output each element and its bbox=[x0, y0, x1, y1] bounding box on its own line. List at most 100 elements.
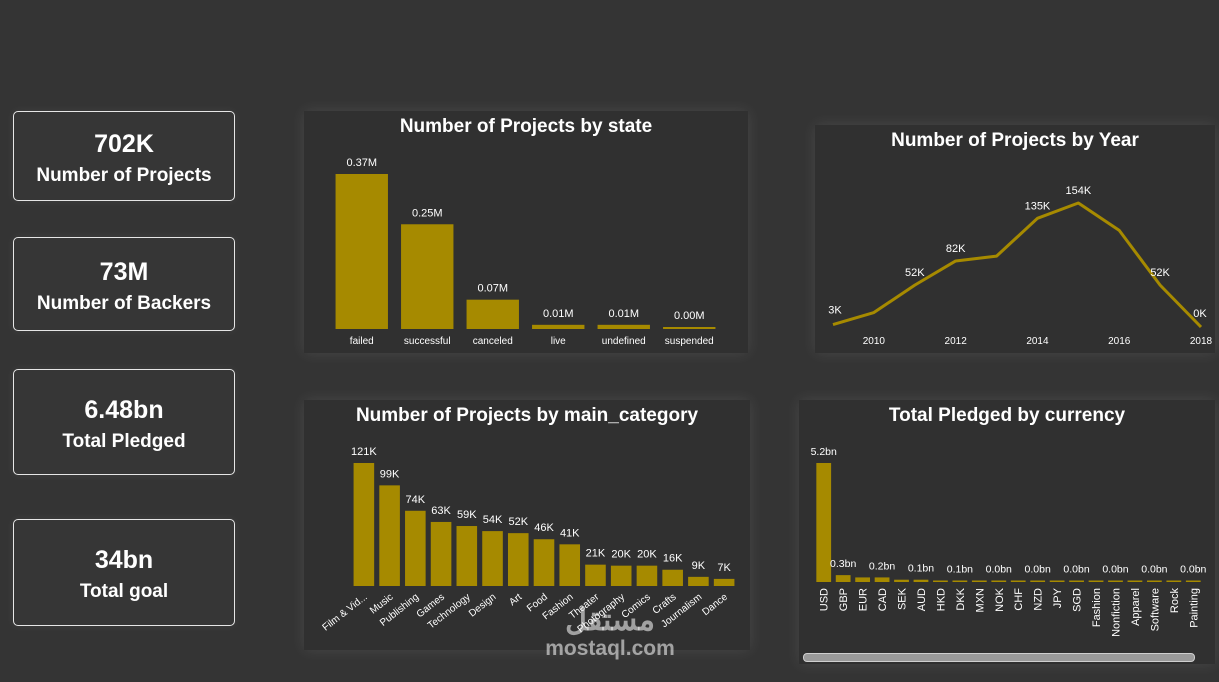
x-tick-label: 2014 bbox=[1026, 336, 1049, 347]
category-tick-label: Nonfiction bbox=[1110, 588, 1122, 637]
data-label: 0.0bn bbox=[1180, 564, 1206, 576]
chart-panel-year[interactable]: Number of Projects by Year 3K 52K 82K 135K 1… bbox=[815, 125, 1215, 353]
chart-title: Number of Projects by main_category bbox=[355, 405, 699, 426]
data-label: 20K bbox=[611, 549, 631, 561]
category-tick-label: GBP bbox=[838, 588, 850, 611]
bar bbox=[636, 565, 658, 586]
category-tick-label: MXN bbox=[974, 588, 986, 613]
kpi-card-projects: 702K Number of Projects bbox=[13, 111, 235, 201]
data-label: 99K bbox=[380, 468, 400, 480]
bar bbox=[507, 533, 529, 586]
kpi-value: 702K bbox=[94, 130, 154, 158]
kpi-value: 34bn bbox=[94, 546, 154, 574]
bar bbox=[430, 521, 452, 586]
data-label: 0.25M bbox=[412, 207, 443, 219]
point-label: 3K bbox=[828, 305, 842, 317]
data-label: 0.01M bbox=[543, 308, 574, 320]
data-label: 0.2bn bbox=[869, 560, 895, 572]
category-tick-label: USD bbox=[819, 588, 831, 611]
bar bbox=[405, 510, 426, 586]
bar bbox=[713, 578, 735, 586]
kpi-card-goal: 34bn Total goal bbox=[13, 519, 235, 626]
kpi-card-pledged: 6.48bn Total Pledged bbox=[13, 369, 235, 475]
category-tick-label: SGD bbox=[1072, 588, 1084, 612]
data-label: 0.37M bbox=[346, 157, 377, 169]
category-tick-label: successful bbox=[404, 336, 451, 347]
year-chart: 3K 52K 82K 135K 154K 52K 0K 2010 2012 2014 2016 201… bbox=[828, 185, 1213, 347]
data-label: 0.00M bbox=[674, 310, 705, 322]
kpi-card-backers: 73M Number of Backers bbox=[13, 237, 235, 331]
bar bbox=[933, 580, 948, 582]
data-label: 0.01M bbox=[608, 308, 639, 320]
data-label: 63K bbox=[431, 505, 451, 517]
chart-panel-category[interactable]: Number of Projects by main_category 121K… bbox=[304, 400, 750, 650]
bar bbox=[1185, 580, 1201, 582]
data-label: 54K bbox=[483, 514, 503, 526]
data-label: 0.0bn bbox=[1063, 564, 1089, 576]
chart-panel-state[interactable]: Number of Projects by state 0.37M failed 0… bbox=[304, 111, 748, 353]
currency-chart: 5.2bn USD 0.3bn GBP EUR 0.2bn CAD SEK 0.1bn AUD HK… bbox=[811, 446, 1207, 637]
chart-panel-currency[interactable]: Total Pledged by currency 5.2bn USD 0.3bn G… bbox=[799, 400, 1215, 664]
point-label: 135K bbox=[1025, 200, 1051, 212]
chart-title: Number of Projects by Year bbox=[891, 130, 1139, 151]
category-tick-label: live bbox=[551, 336, 566, 347]
series-line bbox=[832, 201, 1203, 329]
bar bbox=[585, 564, 606, 586]
bar bbox=[855, 577, 871, 582]
bar bbox=[335, 174, 388, 329]
horizontal-scrollbar[interactable] bbox=[803, 653, 1195, 662]
state-chart: 0.37M failed 0.25M successful 0.07M canceled 0… bbox=[335, 157, 716, 347]
bar bbox=[533, 539, 555, 586]
point-label: 154K bbox=[1065, 185, 1091, 197]
bar bbox=[532, 324, 585, 329]
data-label: 0.1bn bbox=[908, 563, 934, 575]
data-label: 7K bbox=[717, 562, 731, 574]
kpi-label: Number of Backers bbox=[36, 293, 212, 314]
bar bbox=[1146, 580, 1162, 582]
bar bbox=[401, 224, 454, 329]
x-tick-label: 2016 bbox=[1108, 336, 1131, 347]
category-tick-label: CAD bbox=[877, 588, 889, 611]
data-label: 20K bbox=[637, 549, 657, 561]
point-label: 82K bbox=[946, 243, 966, 255]
bar bbox=[353, 463, 375, 586]
data-label: 21K bbox=[586, 548, 606, 560]
bar bbox=[1069, 580, 1084, 582]
bar bbox=[688, 576, 709, 586]
bar bbox=[816, 463, 832, 582]
category-tick-label: CHF bbox=[1013, 588, 1025, 611]
watermark-url: mostaql.com bbox=[545, 637, 675, 660]
category-tick-label: Art bbox=[507, 592, 524, 609]
bar bbox=[1166, 580, 1182, 582]
category-tick-label: Software bbox=[1149, 588, 1161, 631]
kpi-label: Number of Projects bbox=[36, 165, 212, 186]
bar bbox=[610, 565, 632, 586]
bar bbox=[874, 577, 890, 582]
category-tick-label: Film & Vid... bbox=[321, 592, 370, 634]
bar bbox=[662, 569, 683, 586]
point-label: 0K bbox=[1193, 308, 1207, 320]
data-label: 0.1bn bbox=[947, 564, 973, 576]
watermark-logo: مستقل mostaql.com bbox=[535, 605, 685, 661]
chart-title: Total Pledged by currency bbox=[888, 405, 1126, 426]
category-tick-label: Rock bbox=[1169, 588, 1181, 614]
category-tick-label: JPY bbox=[1052, 587, 1064, 608]
bar bbox=[1010, 580, 1026, 582]
data-label: 59K bbox=[457, 509, 477, 521]
category-tick-label: NOK bbox=[994, 587, 1006, 612]
kpi-label: Total goal bbox=[79, 581, 169, 602]
chart-title: Number of Projects by state bbox=[399, 116, 653, 137]
bar bbox=[991, 580, 1007, 582]
x-tick-label: 2018 bbox=[1190, 336, 1213, 347]
bar bbox=[894, 579, 909, 582]
category-tick-label: EUR bbox=[858, 588, 870, 611]
category-tick-label: Fashion bbox=[1091, 588, 1103, 627]
category-tick-label: NZD bbox=[1033, 588, 1045, 611]
bar bbox=[1049, 580, 1065, 582]
data-label: 0.0bn bbox=[986, 564, 1012, 576]
bar bbox=[1088, 580, 1104, 582]
category-tick-label: SEK bbox=[897, 587, 909, 610]
bar bbox=[971, 580, 987, 582]
bar bbox=[663, 327, 716, 329]
